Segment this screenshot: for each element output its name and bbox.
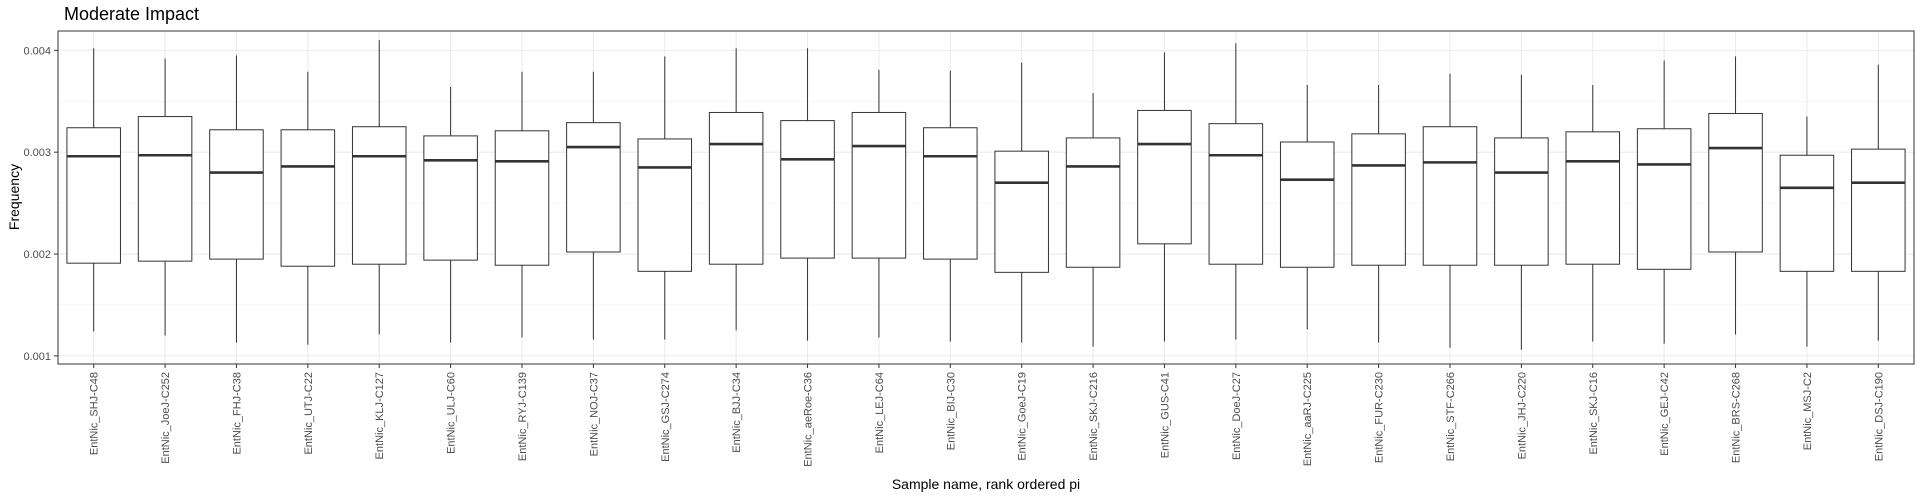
box-iqr [66, 127, 121, 264]
box-EntNic_STF-C266 [1422, 73, 1478, 348]
y-tick-label: 0.004 [23, 45, 51, 57]
x-tick-label: EntNic_GUS-C41 [1159, 372, 1171, 458]
box-EntNic_BJJ-C34 [708, 48, 764, 331]
x-tick-label: EntNic_JHJ-C220 [1516, 372, 1528, 459]
box-iqr [637, 138, 693, 272]
box-EntNic_aeRoe-C36 [780, 48, 835, 341]
x-tick-label: EntNic_SKJ-C16 [1588, 372, 1600, 455]
x-tick-label: EntNic_BRS-C268 [1731, 372, 1743, 463]
x-tick-label: EntNic_aeRoe-C36 [803, 372, 815, 467]
x-tick-label: EntNic_MSJ-C2 [1802, 372, 1814, 450]
box-EntNic_RYJ-C139 [494, 71, 550, 338]
box-iqr [494, 130, 550, 266]
plot-panel [58, 31, 1914, 364]
box-iqr [209, 129, 264, 260]
box-iqr [1279, 141, 1335, 268]
box-iqr [1208, 123, 1264, 265]
x-tick-label: EntNic_DSJ-C190 [1873, 372, 1885, 461]
x-tick-label: EntNic_GoeJ-C19 [1017, 372, 1029, 461]
box-EntNic_BRS-C268 [1708, 56, 1763, 335]
box-EntNic_aaRJ-C225 [1279, 84, 1335, 330]
x-axis: EntNic_SHJ-C48 EntNic_JoeJ-C252 EntNic_FHJ… [89, 364, 1885, 467]
box-EntNic_NOJ-C37 [566, 71, 621, 340]
box-EntNic_ULJ-C60 [423, 87, 478, 343]
box-iqr [923, 127, 978, 260]
box-EntNic_MSJ-C2 [1779, 116, 1835, 347]
x-tick-label: EntNic_GSJ-C274 [660, 372, 672, 462]
x-tick-label: EntNic_aaRJ-C225 [1302, 372, 1314, 466]
box-EntNic_UTJ-C22 [280, 71, 336, 345]
chart-title: Moderate Impact [64, 4, 199, 24]
x-tick-label: EntNic_KLJ-C127 [374, 372, 386, 459]
box-EntNic_LEJ-C64 [851, 69, 907, 338]
box-EntNic_JoeJ-C252 [137, 58, 193, 336]
x-tick-label: EntNic_BIJ-C30 [945, 372, 957, 450]
x-tick-label: EntNic_ULJ-C60 [446, 372, 458, 454]
box-EntNic_GUS-C41 [1137, 52, 1192, 342]
y-axis: 0.001 0.002 0.003 0.004 [23, 45, 58, 363]
x-tick-label: EntNic_RYJ-C139 [517, 372, 529, 461]
box-iqr [1779, 154, 1835, 272]
x-tick-label: EntNic_DoeJ-C27 [1231, 372, 1243, 460]
box-EntNic_SKJ-C216 [1065, 93, 1121, 347]
x-tick-label: EntNic_STF-C266 [1445, 372, 1457, 461]
box-iqr [1708, 112, 1763, 253]
box-EntNic_FUR-C230 [1351, 84, 1406, 343]
box-EntNic_BIJ-C30 [923, 70, 978, 342]
y-tick-label: 0.001 [23, 351, 51, 363]
box-EntNic_DoeJ-C27 [1208, 43, 1264, 340]
x-tick-label: EntNic_UTJ-C22 [303, 372, 315, 455]
box-EntNic_DSJ-C190 [1851, 64, 1906, 341]
box-iqr [566, 122, 621, 253]
box-iqr [994, 150, 1049, 273]
box-iqr [280, 129, 336, 267]
box-iqr [1565, 131, 1621, 265]
box-iqr [1137, 109, 1192, 245]
x-tick-label: EntNic_GEJ-C42 [1659, 372, 1671, 456]
box-EntNic_GEJ-C42 [1636, 60, 1692, 344]
y-tick-label: 0.003 [23, 147, 51, 159]
box-iqr [1494, 137, 1549, 266]
box-EntNic_SKJ-C16 [1565, 84, 1621, 342]
x-tick-label: EntNic_JoeJ-C252 [160, 372, 172, 464]
box-EntNic_SHJ-C48 [66, 48, 121, 332]
y-axis-title: Frequency [6, 164, 22, 230]
box-EntNic_JHJ-C220 [1494, 74, 1549, 350]
x-tick-label: EntNic_FUR-C230 [1374, 372, 1386, 463]
boxes [66, 40, 1906, 350]
x-tick-label: EntNic_LEJ-C64 [874, 372, 886, 453]
box-iqr [423, 135, 478, 261]
x-tick-label: EntNic_FHJ-C38 [231, 372, 243, 455]
plot-border [57, 30, 1915, 365]
box-EntNic_GSJ-C274 [637, 56, 693, 340]
box-iqr [1422, 126, 1478, 266]
box-EntNic_GoeJ-C19 [994, 62, 1049, 343]
y-tick-label: 0.002 [23, 249, 51, 261]
box-iqr [1065, 137, 1121, 268]
x-tick-label: EntNic_NOJ-C37 [588, 372, 600, 456]
x-tick-label: EntNic_SKJ-C216 [1088, 372, 1100, 461]
box-EntNic_KLJ-C127 [351, 40, 407, 335]
box-iqr [1636, 128, 1692, 270]
box-iqr [708, 111, 764, 265]
box-iqr [351, 126, 407, 265]
box-iqr [1351, 133, 1406, 266]
box-iqr [137, 116, 193, 262]
box-iqr [780, 120, 835, 259]
x-tick-label: EntNic_SHJ-C48 [89, 372, 101, 455]
box-EntNic_FHJ-C38 [209, 55, 264, 343]
x-tick-label: EntNic_BJJ-C34 [731, 372, 743, 453]
x-axis-title: Sample name, rank ordered pi [892, 476, 1080, 492]
box-iqr [1851, 148, 1906, 272]
box-iqr [851, 111, 907, 259]
